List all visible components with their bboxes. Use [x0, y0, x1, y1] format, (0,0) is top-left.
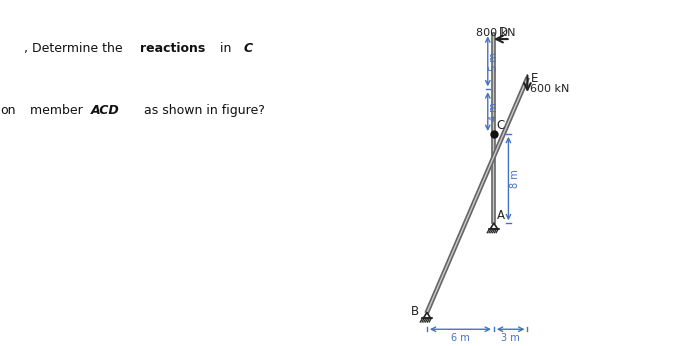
Text: B: B	[411, 305, 419, 318]
Text: A: A	[498, 209, 505, 222]
Text: as shown in figure?: as shown in figure?	[140, 104, 265, 117]
Text: 4 m: 4 m	[489, 102, 499, 121]
Text: 3 m: 3 m	[502, 333, 520, 343]
Polygon shape	[490, 223, 498, 229]
Polygon shape	[423, 312, 431, 318]
Polygon shape	[425, 78, 529, 313]
Text: 8 m: 8 m	[510, 169, 520, 188]
Text: D: D	[498, 26, 508, 39]
Text: 6 m: 6 m	[451, 333, 470, 343]
Text: on: on	[0, 104, 16, 117]
Text: member: member	[30, 104, 87, 117]
Text: 5 m: 5 m	[489, 52, 499, 71]
Text: , Determine the: , Determine the	[24, 42, 127, 55]
Text: 600 kN: 600 kN	[529, 84, 569, 94]
Text: in: in	[216, 42, 235, 55]
Text: C: C	[243, 42, 252, 55]
Text: C: C	[497, 119, 505, 132]
Text: 800 kN: 800 kN	[476, 28, 516, 38]
Polygon shape	[492, 34, 496, 223]
Text: ACD: ACD	[91, 104, 120, 117]
Text: reactions: reactions	[140, 42, 206, 55]
Text: E: E	[531, 72, 539, 85]
